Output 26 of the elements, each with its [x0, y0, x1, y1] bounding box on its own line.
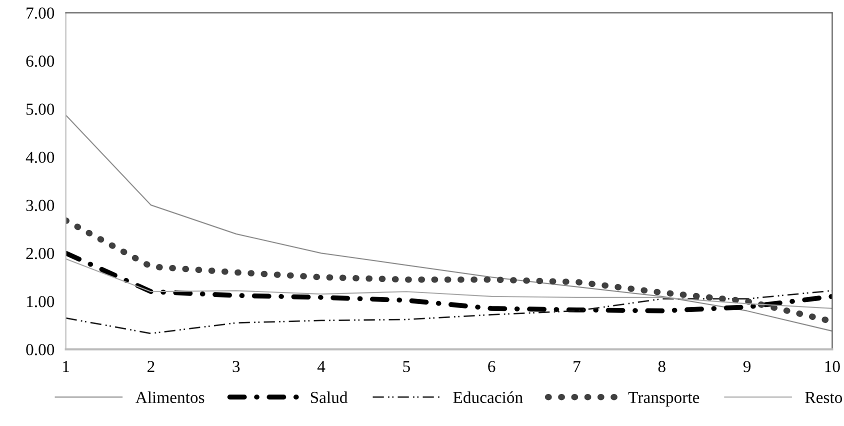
- x-tick-label: 2: [148, 360, 154, 372]
- x-tick-label: 3: [232, 360, 240, 372]
- y-tick-label: 4.00: [26, 152, 54, 164]
- y-tick-label: 6.00: [26, 56, 54, 67]
- line-series: [66, 114, 832, 332]
- x-tick-label: 6: [488, 360, 496, 372]
- y-tick-label: 3.00: [26, 200, 54, 212]
- x-tick-label: 5: [403, 361, 410, 372]
- x-tick-label: 10: [825, 360, 840, 372]
- legend-label: Educación: [453, 391, 523, 404]
- legend-label: Transporte: [628, 392, 700, 406]
- x-tick-label: 8: [658, 360, 666, 372]
- legend-label: Resto: [805, 392, 842, 404]
- x-tick-label: 4: [317, 361, 326, 372]
- x-tick-label: 1: [63, 360, 69, 372]
- legend-label: Salud: [310, 391, 348, 404]
- x-tick-label: 7: [574, 361, 580, 372]
- y-tick-label: 5.00: [26, 104, 54, 115]
- line-series: [66, 258, 832, 310]
- y-tick-label: 1.00: [27, 296, 54, 308]
- legend-label: Alimentos: [136, 391, 204, 404]
- y-tick-label: 2.00: [26, 248, 54, 260]
- x-tick-label: 9: [743, 360, 751, 372]
- y-tick-label: 7.00: [26, 7, 54, 19]
- y-tick-label: 0.00: [26, 344, 54, 356]
- line-series: [66, 250, 832, 314]
